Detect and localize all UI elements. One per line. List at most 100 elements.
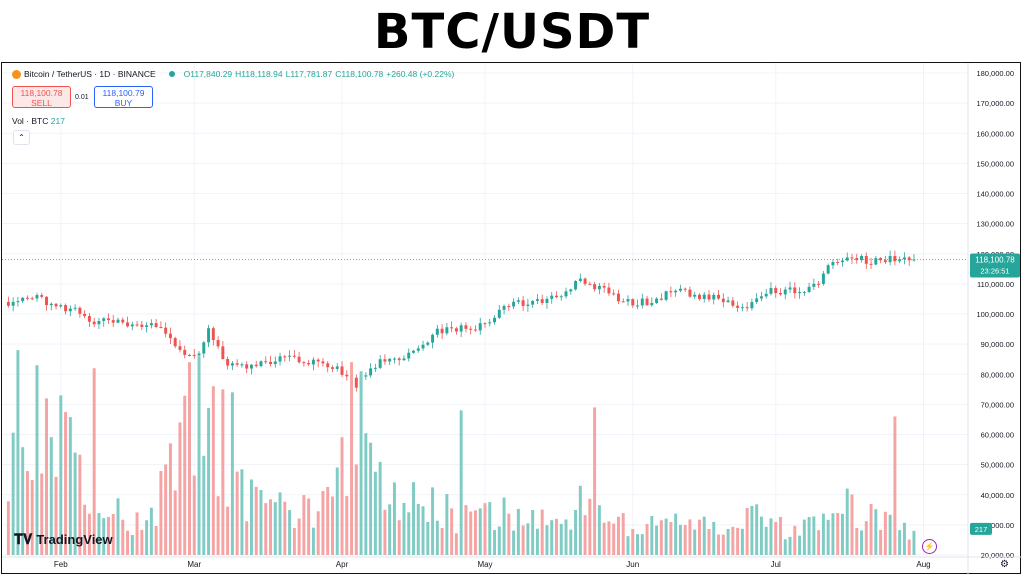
candle-body [793,287,797,294]
last-price-tag [970,253,1020,278]
volume-bar [893,416,897,555]
candle-body [116,319,120,323]
candle-body [59,305,63,307]
candle-body [497,309,501,318]
candle-body [469,328,473,330]
volume-bar [688,519,692,555]
logo-text: TradingView [36,532,113,547]
candle-body [836,262,840,264]
volume-bar [750,505,754,555]
volume-bar [188,362,191,555]
volume-bar [164,464,168,555]
candle-body [273,361,277,365]
volume-bar [645,523,649,555]
volume-bar [612,523,616,555]
candle-body [188,354,191,356]
volume-bar [64,412,68,555]
market-status-icon [168,71,175,77]
volume-bar [802,519,806,555]
volume-bar [45,398,48,555]
candle-body [6,301,10,306]
bitcoin-logo-icon [12,69,21,79]
candle-body [416,348,420,351]
volume-bar [488,502,492,555]
y-tick-label: 50,000.00 [981,461,1014,470]
volume-bar [173,490,177,555]
candle-body [688,289,692,297]
candle-body [802,291,806,293]
candle-body [712,294,716,300]
candle-body [392,358,396,360]
volume-bar [502,497,506,555]
candle-body [798,292,802,294]
sell-button[interactable]: 118,100.78 SELL [12,86,71,108]
candle-body [445,327,449,334]
chevron-up-icon[interactable]: ⌃ [13,130,30,145]
candle-body [907,257,911,261]
y-tick-label: 70,000.00 [981,400,1014,409]
volume-bar [507,513,511,555]
settings-icon[interactable]: ⚙ [1000,559,1009,570]
volume-bar [717,534,721,555]
candle-body [597,285,601,290]
buy-button[interactable]: 118,100.79 BUY [94,86,153,108]
volume-bar [11,432,15,555]
ohlc-low: L117,781.87 [285,69,333,79]
volume-bar [426,522,430,555]
volume-legend[interactable]: Vol · BTC 217 [12,116,65,126]
volume-bar [159,471,163,555]
candle-body [240,364,244,366]
volume-bar [793,525,797,555]
lightning-icon[interactable]: ⚡ [922,539,937,554]
volume-bar [440,527,444,555]
candle-body [326,363,330,368]
buy-price: 118,100.79 [102,88,145,98]
volume-bar [678,524,682,555]
candle-body [717,294,721,299]
candle-body [788,287,792,290]
candle-body [678,288,682,291]
volume-bar [702,516,706,555]
candle-body [16,301,20,303]
volume-bar [516,508,520,555]
candle-body [521,300,525,306]
candle-body [555,295,558,298]
volume-bar [326,486,330,555]
candle-body [464,325,468,329]
volume-bar [154,526,158,555]
candle-body [149,323,153,326]
volume-bar [836,512,840,555]
candle-body [807,286,811,292]
y-tick-label: 150,000.00 [976,159,1014,168]
volume-bar [249,479,253,555]
volume-bar [59,395,63,555]
chart-panel[interactable]: 180,000.00 170,000.00 160,000.00 150,000.00… [1,62,1022,575]
volume-bar [297,518,301,555]
volume-bar [126,530,130,555]
symbol-label[interactable]: Bitcoin / TetherUS · 1D · BINANCE [24,69,156,79]
volume-bar [259,490,263,555]
candle-body [49,303,53,306]
volume-bar [798,535,802,555]
candle-body [612,293,616,295]
volume-bar [869,503,873,555]
volume-bar [759,516,763,555]
page-title: BTC/USDT [373,4,651,60]
volume-bar [531,509,535,555]
tradingview-logo[interactable]: 𝐓𝐕 TradingView [14,531,113,548]
candle-body [431,334,435,343]
candlestick-chart[interactable]: 180,000.00 170,000.00 160,000.00 150,000.00… [2,63,1022,575]
x-tick-label: Mar [187,560,201,569]
candle-body [578,278,582,281]
candle-body [178,346,182,350]
volume-bar [121,519,125,555]
candle-body [259,361,263,367]
candle-body [588,283,592,285]
volume-bar [788,536,792,555]
candle-body [145,325,149,327]
x-tick-label: Aug [916,560,930,569]
candle-body [764,293,768,297]
x-tick-label: Feb [54,560,68,569]
volume-bar [774,522,778,555]
volume-bar [397,520,401,555]
